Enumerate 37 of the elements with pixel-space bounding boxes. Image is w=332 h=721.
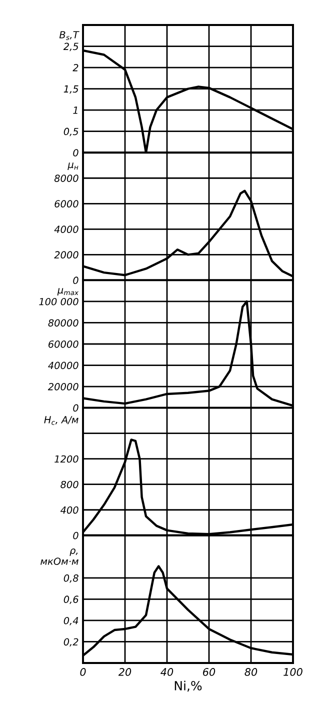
y-tick-label: 1,5 <box>64 85 78 94</box>
y-tick-label: 0,6 <box>64 596 78 604</box>
y-tick-label: 0,2 <box>64 638 78 647</box>
x-tick-label: 0 <box>80 668 86 676</box>
y-tick-label: 0 <box>73 149 78 156</box>
y-axis-title: B$_{s}$,T <box>59 31 80 40</box>
y-tick-label: 2 <box>72 64 78 72</box>
x-tick-label: 20 <box>118 668 132 676</box>
y-tick-label: 0 <box>73 404 78 412</box>
y-axis-title: H$_{c}$, А/м <box>44 416 78 425</box>
y-tick-label: 2,5 <box>63 42 78 52</box>
y-tick-label: 0,5 <box>64 128 78 136</box>
y-tick-label: 80000 <box>48 319 78 327</box>
x-tick-label: 60 <box>203 668 216 676</box>
x-tick-label: 100 <box>284 668 302 676</box>
y-tick-label: 6000 <box>54 200 78 208</box>
y-tick-label: 20000 <box>48 383 78 390</box>
x-tick-label: 80 <box>244 668 258 676</box>
y-tick-label: 1 <box>73 106 78 114</box>
x-axis-title: Ni,% <box>174 680 202 692</box>
y-axis-title: μ$_{н}$ <box>68 162 78 170</box>
y-tick-label: 0,8 <box>64 574 78 583</box>
y-tick-label: 800 <box>60 480 78 488</box>
y-tick-label: 60000 <box>48 340 78 348</box>
y-tick-label: 100 000 <box>39 298 78 306</box>
y-tick-label: 2000 <box>54 251 78 259</box>
y-axis-title: ρ, мкОм·м <box>40 548 78 565</box>
y-tick-label: 8000 <box>54 174 78 182</box>
y-tick-label: 4000 <box>54 226 78 233</box>
y-tick-label: 0,4 <box>64 616 78 626</box>
y-tick-label: 0 <box>73 276 78 284</box>
y-tick-label: 400 <box>60 506 78 514</box>
y-axis-title: μ$_{max}$ <box>57 288 79 296</box>
y-tick-label: 0 <box>73 532 78 540</box>
y-tick-label: 1200 <box>54 455 78 463</box>
x-tick-label: 40 <box>160 668 174 676</box>
y-tick-label: 40000 <box>48 362 78 370</box>
